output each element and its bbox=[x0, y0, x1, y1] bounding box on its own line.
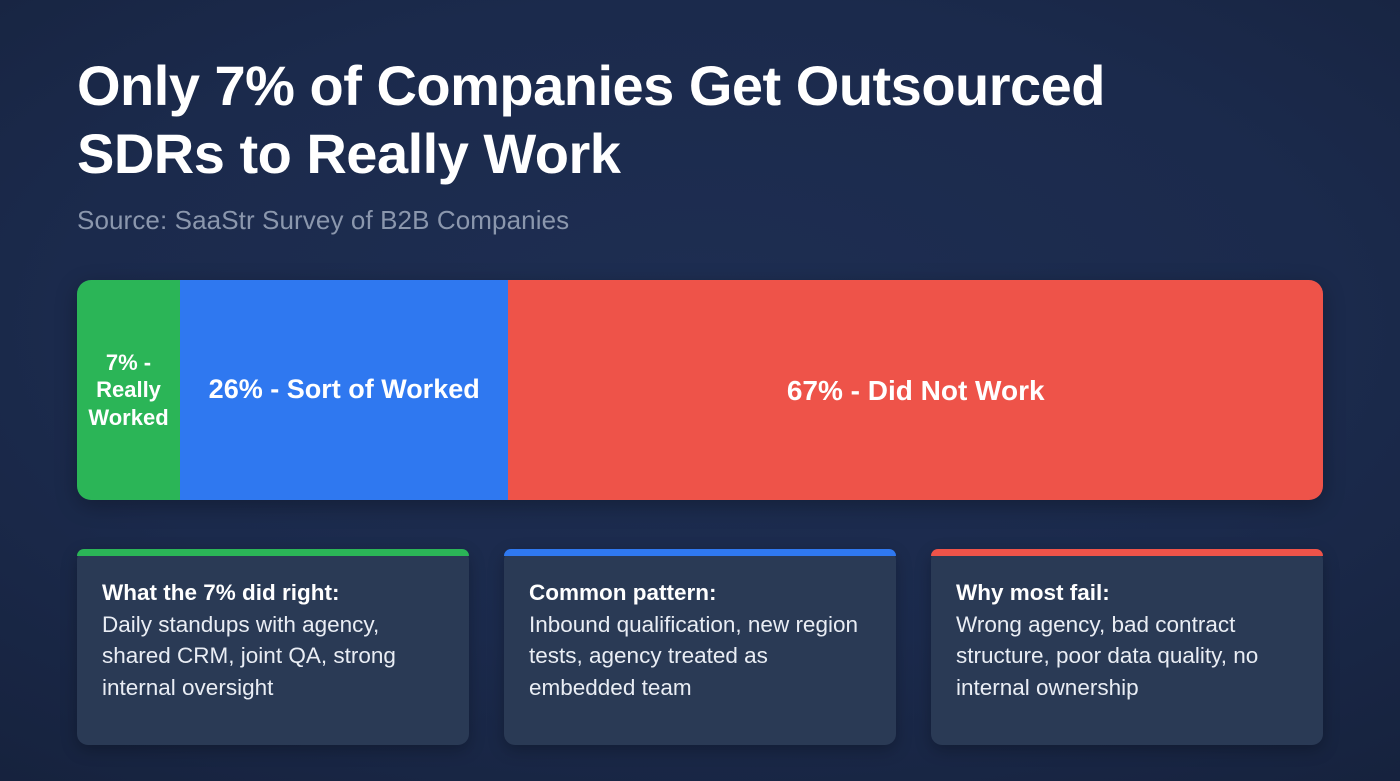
insight-card-why-fail: Why most fail: Wrong agency, bad contrac… bbox=[931, 549, 1323, 745]
stacked-bar-chart: 7% - Really Worked 26% - Sort of Worked … bbox=[77, 280, 1323, 500]
card-heading: What the 7% did right: bbox=[102, 580, 340, 605]
bar-segment-really-worked: 7% - Really Worked bbox=[77, 280, 181, 500]
card-body: Wrong agency, bad contract structure, po… bbox=[956, 611, 1259, 700]
card-text: Why most fail: Wrong agency, bad contrac… bbox=[956, 577, 1298, 703]
insight-card-common-pattern: Common pattern: Inbound qualification, n… bbox=[504, 549, 896, 745]
source-subtitle: Source: SaaStr Survey of B2B Companies bbox=[77, 204, 570, 235]
bar-segment-label: 67% - Did Not Work bbox=[786, 374, 1045, 406]
header: Only 7% of Companies Get Outsourced SDRs… bbox=[77, 52, 1277, 236]
card-accent-bar bbox=[504, 549, 896, 556]
insight-card-list: What the 7% did right: Daily standups wi… bbox=[77, 549, 1323, 745]
bar-segment-label: 26% - Sort of Worked bbox=[208, 374, 480, 405]
card-body: Inbound qualification, new region tests,… bbox=[529, 611, 858, 700]
bar-segment-sort-of-worked: 26% - Sort of Worked bbox=[180, 280, 509, 500]
card-text: What the 7% did right: Daily standups wi… bbox=[102, 577, 444, 703]
card-body: Daily standups with agency, shared CRM, … bbox=[102, 611, 396, 700]
page-title: Only 7% of Companies Get Outsourced SDRs… bbox=[77, 54, 1106, 186]
card-heading: Common pattern: bbox=[529, 580, 717, 605]
bar-segment-did-not-work: 67% - Did Not Work bbox=[508, 280, 1323, 500]
insight-card-what-worked: What the 7% did right: Daily standups wi… bbox=[77, 549, 469, 745]
bar-segment-label: 7% - Really Worked bbox=[88, 349, 169, 430]
card-accent-bar bbox=[77, 549, 469, 556]
card-accent-bar bbox=[931, 549, 1323, 556]
card-text: Common pattern: Inbound qualification, n… bbox=[529, 577, 871, 703]
card-heading: Why most fail: bbox=[956, 580, 1110, 605]
